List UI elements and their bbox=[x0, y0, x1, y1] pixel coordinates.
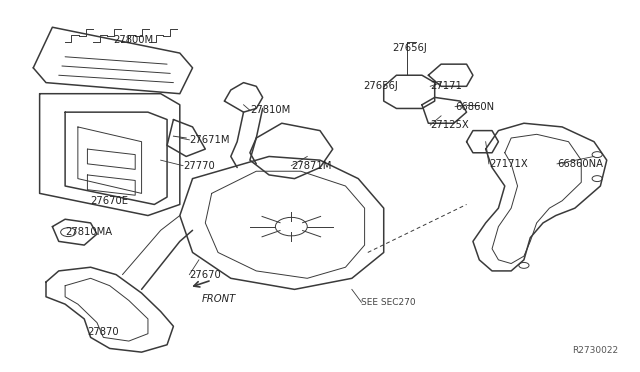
Text: 66860N: 66860N bbox=[455, 102, 494, 112]
Text: 27171X: 27171X bbox=[489, 159, 527, 169]
Text: 27870: 27870 bbox=[88, 327, 119, 337]
Text: 27656J: 27656J bbox=[392, 42, 427, 52]
Text: SEE SEC270: SEE SEC270 bbox=[362, 298, 416, 307]
Text: 27670: 27670 bbox=[189, 270, 221, 280]
Text: FRONT: FRONT bbox=[202, 294, 236, 304]
Text: 27171: 27171 bbox=[430, 81, 462, 91]
Text: 27810MA: 27810MA bbox=[65, 227, 112, 237]
Text: 27125X: 27125X bbox=[430, 120, 469, 130]
Text: 27671M: 27671M bbox=[189, 135, 230, 145]
Text: 27656J: 27656J bbox=[364, 81, 398, 91]
Text: 66860NA: 66860NA bbox=[557, 159, 603, 169]
Text: 27800M: 27800M bbox=[113, 35, 153, 45]
Text: 27670E: 27670E bbox=[91, 196, 129, 206]
Text: 27770: 27770 bbox=[183, 161, 215, 171]
Text: 27871M: 27871M bbox=[291, 161, 332, 171]
Text: 27810M: 27810M bbox=[250, 105, 290, 115]
Text: R2730022: R2730022 bbox=[572, 346, 618, 355]
